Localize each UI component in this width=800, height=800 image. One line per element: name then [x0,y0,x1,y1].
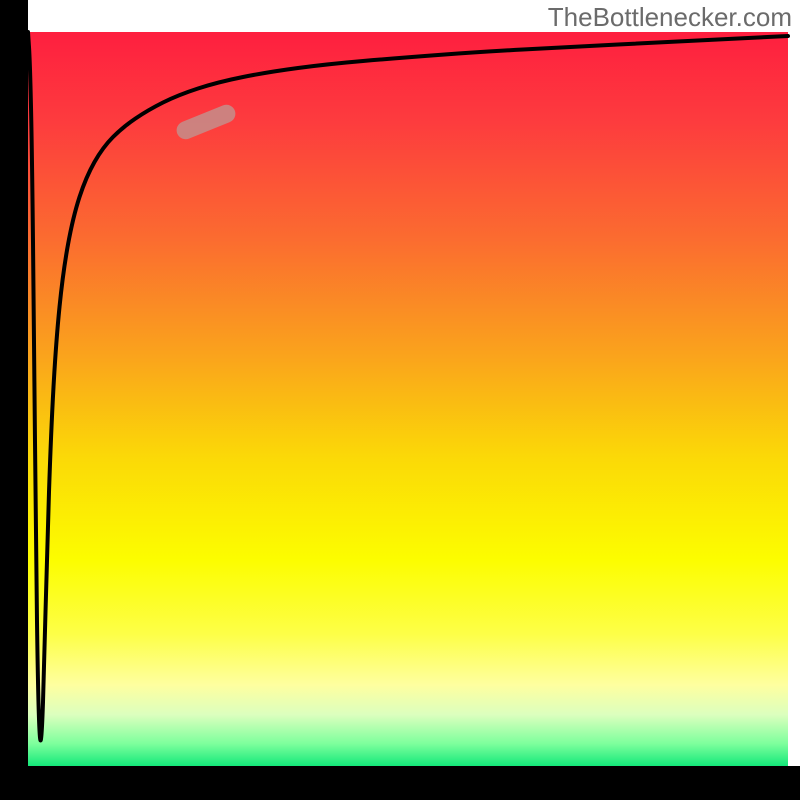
x-axis-band [0,766,800,800]
bottleneck-curve [28,32,788,740]
watermark-label: TheBottlenecker.com [548,2,792,33]
bottleneck-chart: TheBottlenecker.com [0,0,800,800]
highlight-marker-rect [174,102,238,142]
highlight-marker [174,102,238,142]
plot-svg-overlay [28,32,788,766]
y-axis-band [0,0,28,800]
plot-area [28,32,788,766]
